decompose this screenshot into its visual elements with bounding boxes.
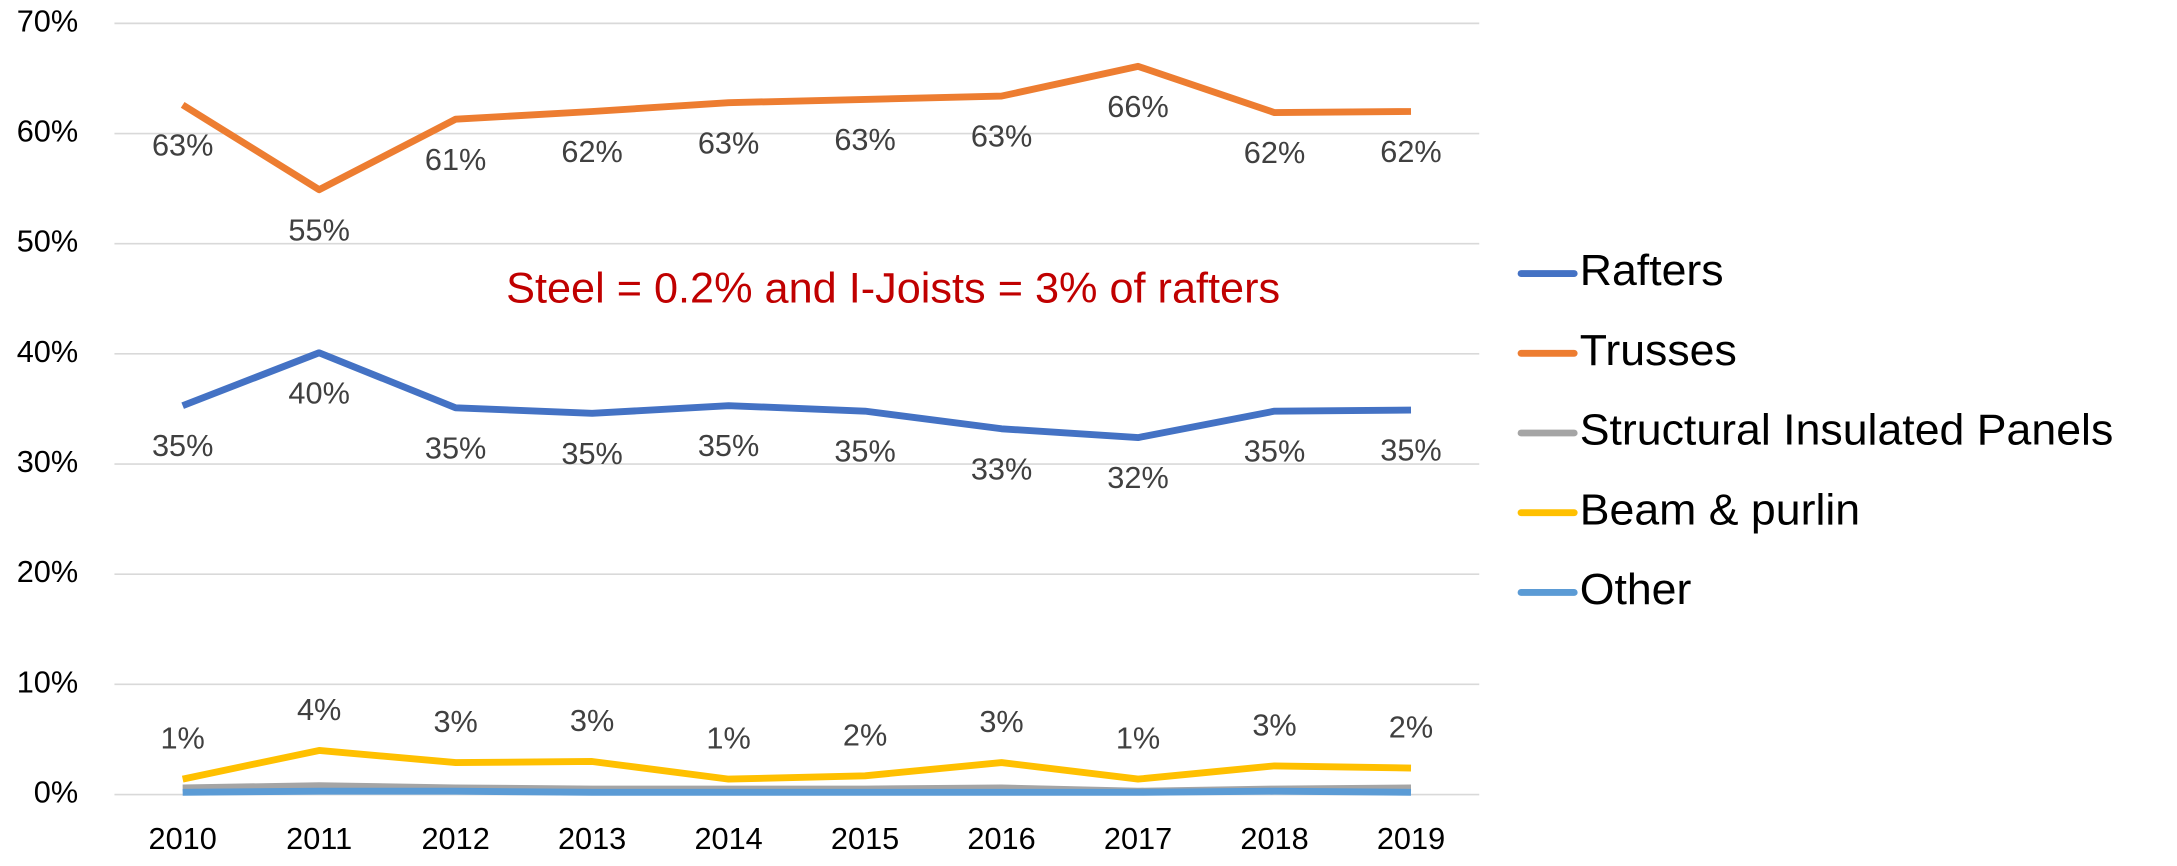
series-line — [180, 62, 1412, 194]
y-tick-label: 30% — [17, 445, 78, 479]
data-label: 35% — [561, 437, 622, 471]
legend-label: Structural Insulated Panels — [1580, 406, 2114, 455]
legend-label: Trusses — [1580, 326, 1737, 375]
data-label: 62% — [1380, 135, 1441, 169]
data-label: 1% — [706, 722, 750, 756]
y-tick-label: 0% — [34, 776, 78, 810]
series-line — [182, 787, 1412, 796]
data-label: 61% — [425, 143, 486, 177]
data-label: 35% — [1380, 434, 1441, 468]
series-line — [181, 747, 1412, 783]
data-label: 62% — [561, 135, 622, 169]
legend-label: Other — [1580, 565, 1692, 614]
data-label: 3% — [1252, 709, 1296, 743]
data-label: 35% — [1244, 435, 1305, 469]
x-tick-label: 2010 — [149, 822, 217, 856]
data-label: 4% — [297, 693, 341, 727]
x-tick-label: 2011 — [286, 822, 352, 856]
x-tick-label: 2019 — [1377, 822, 1445, 856]
x-tick-label: 2014 — [694, 822, 762, 856]
data-label: 2% — [843, 718, 887, 752]
y-tick-label: 60% — [17, 115, 78, 149]
data-label: 33% — [971, 453, 1032, 487]
data-label: 32% — [1107, 461, 1168, 495]
x-tick-label: 2015 — [831, 822, 899, 856]
y-tick-label: 40% — [17, 335, 78, 369]
legend-label: Beam & purlin — [1580, 486, 1860, 535]
data-label: 3% — [979, 705, 1023, 739]
data-label: 35% — [425, 432, 486, 466]
y-tick-label: 50% — [17, 225, 78, 259]
data-label: 66% — [1107, 90, 1168, 124]
y-tick-label: 70% — [17, 5, 78, 39]
legend-label: Rafters — [1580, 246, 1724, 295]
data-label: 35% — [152, 429, 213, 463]
x-tick-label: 2016 — [967, 822, 1035, 856]
data-label: 2% — [1389, 711, 1433, 745]
data-label: 35% — [698, 429, 759, 463]
data-label: 40% — [288, 377, 349, 411]
data-label: 63% — [971, 120, 1032, 154]
data-label: 55% — [288, 214, 349, 248]
annotation: Steel = 0.2% and I-Joists = 3% of rafter… — [506, 265, 1280, 313]
series-line — [181, 349, 1412, 442]
y-tick-label: 10% — [17, 666, 78, 700]
data-label: 3% — [433, 705, 477, 739]
data-label: 35% — [834, 435, 895, 469]
data-label: 63% — [834, 123, 895, 157]
x-tick-label: 2018 — [1240, 822, 1308, 856]
y-tick-label: 20% — [17, 555, 78, 589]
x-tick-label: 2012 — [421, 822, 489, 856]
data-label: 63% — [698, 126, 759, 160]
data-label: 63% — [152, 129, 213, 163]
data-label: 62% — [1244, 136, 1305, 170]
data-label: 3% — [570, 704, 614, 738]
data-label: 1% — [160, 722, 204, 756]
data-label: 1% — [1116, 722, 1160, 756]
x-tick-label: 2017 — [1104, 822, 1172, 856]
x-tick-label: 2013 — [558, 822, 626, 856]
